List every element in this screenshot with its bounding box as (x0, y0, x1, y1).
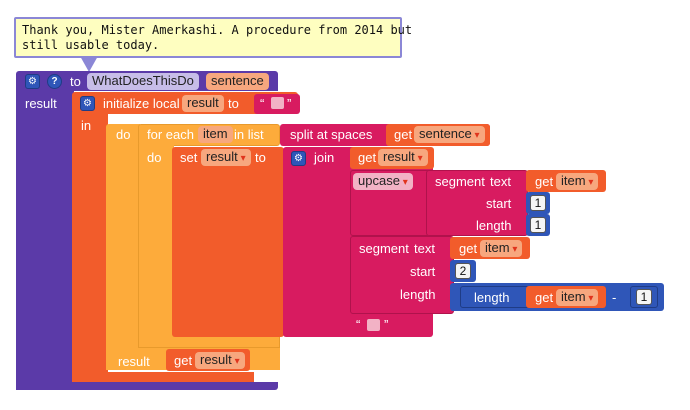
get-var-dropdown[interactable]: item (480, 240, 523, 257)
do-result-label: result (118, 354, 150, 369)
procedure-name-field[interactable]: WhatDoesThisDo (87, 73, 199, 90)
close-quote: ” (384, 317, 389, 332)
do-label: do (116, 127, 131, 142)
split-at-spaces-label: split at spaces (290, 127, 373, 142)
number-field[interactable]: 2 (455, 263, 471, 279)
comment-line-1: Thank you, Mister Amerkashi. A procedure… (22, 23, 413, 37)
get-label: get (535, 174, 554, 189)
for-each-in-list-label: in list (234, 127, 264, 142)
set-to-label: to (255, 150, 266, 165)
get-var-dropdown[interactable]: item (556, 173, 599, 190)
procedure-bottom (16, 382, 278, 390)
for-each-var[interactable]: item (198, 126, 233, 143)
get-var-dropdown[interactable]: result (195, 352, 245, 369)
get-label: get (174, 353, 193, 368)
initialize-in-label: in (81, 118, 92, 133)
for-each-do-label: do (147, 150, 162, 165)
procedure-to-label: to (70, 74, 81, 89)
segment-text-label: text (414, 241, 435, 256)
segment-block-1[interactable] (426, 170, 528, 236)
for-each-label: for each (147, 127, 194, 142)
procedure-result-label: result (25, 96, 57, 111)
set-label: set (180, 150, 198, 165)
number-field[interactable]: 1 (530, 217, 546, 233)
gear-icon[interactable]: ⚙ (80, 96, 95, 111)
segment-length-label: length (400, 287, 436, 302)
get-label: get (394, 127, 413, 142)
get-label: get (358, 150, 377, 165)
segment-length-label: length (476, 218, 512, 233)
length-label: length (474, 290, 510, 305)
initialize-local-label: initialize local (103, 96, 180, 111)
help-icon[interactable]: ? (47, 74, 62, 89)
do-block[interactable] (106, 124, 140, 370)
get-var-dropdown[interactable]: sentence (414, 126, 485, 143)
for-each-bottom (138, 336, 280, 348)
close-quote: ” (287, 96, 292, 111)
number-field[interactable]: 1 (636, 289, 652, 305)
comment-pointer (80, 56, 98, 72)
empty-string-slot[interactable] (271, 97, 284, 109)
open-quote: “ (356, 317, 361, 332)
procedure-body (16, 90, 74, 390)
get-var-dropdown[interactable]: result (378, 149, 428, 166)
segment-block-2[interactable] (350, 236, 454, 314)
initialize-local-bottom (72, 372, 254, 382)
empty-string-slot[interactable] (367, 319, 380, 331)
segment-start-label: start (486, 196, 512, 211)
segment-label: segment (359, 241, 409, 256)
join-label: join (314, 150, 335, 165)
initialize-local-body (72, 112, 108, 378)
segment-text-label: text (490, 174, 511, 189)
procedure-param[interactable]: sentence (206, 73, 269, 90)
local-var-name[interactable]: result (182, 95, 224, 112)
comment-line-2: still usable today. (22, 38, 160, 52)
get-var-dropdown[interactable]: item (556, 289, 599, 306)
initialize-to-label: to (228, 96, 239, 111)
upcase-dropdown[interactable]: upcase (353, 173, 413, 190)
gear-icon[interactable]: ⚙ (291, 151, 306, 166)
number-field[interactable]: 1 (530, 195, 546, 211)
gear-icon[interactable]: ⚙ (25, 74, 40, 89)
get-label: get (535, 290, 554, 305)
segment-label: segment (435, 174, 485, 189)
for-each-body (138, 144, 174, 346)
get-label: get (459, 241, 478, 256)
set-block[interactable] (172, 147, 284, 337)
minus-operator: - (612, 290, 617, 305)
segment-start-label: start (410, 264, 436, 279)
open-quote: “ (260, 96, 265, 111)
comment-bubble[interactable]: Thank you, Mister Amerkashi. A procedure… (14, 17, 412, 58)
set-var-dropdown[interactable]: result (201, 149, 251, 166)
